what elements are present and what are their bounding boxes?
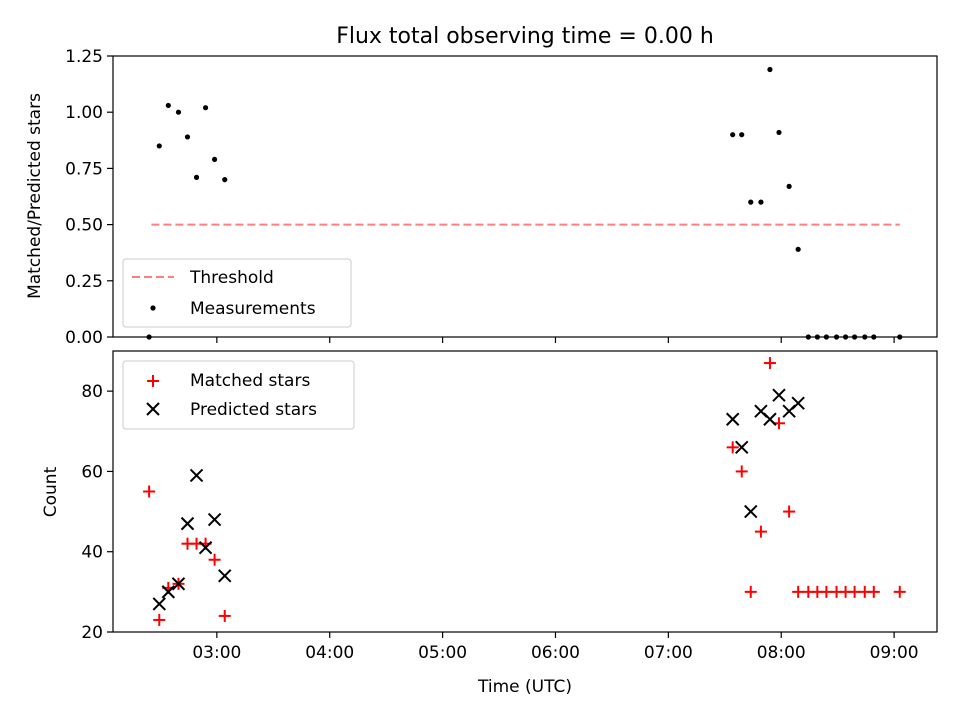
predicted-star-point — [161, 585, 176, 599]
top-y-tick-label: 0.25 — [65, 272, 103, 292]
x-tick-label: 06:00 — [531, 643, 580, 663]
bottom-axes-frame — [112, 350, 938, 633]
legend-matched-label: Matched stars — [190, 371, 310, 391]
bottom-x-ticks: 03:00 04:00 05:00 06:00 07:00 08:00 09:00 — [192, 632, 919, 663]
bottom-y-tick-label: 40 — [81, 543, 103, 563]
measurement-point — [211, 156, 218, 163]
top-plot-area — [146, 66, 903, 340]
matched-star-point — [744, 585, 757, 598]
top-y-tick-label: 1.25 — [65, 47, 103, 67]
top-y-ticks: 0.00 0.25 0.50 0.75 1.00 1.25 — [65, 47, 113, 348]
top-panel: 0.00 0.25 0.50 0.75 1.00 1.25 Matched/Predict… — [25, 47, 938, 348]
matched-star-point — [893, 585, 906, 598]
measurement-point — [823, 334, 829, 340]
matched-star-point — [820, 585, 833, 598]
x-tick-label: 05:00 — [418, 643, 467, 663]
top-legend-frame — [122, 258, 352, 328]
legend-predicted-label: Predicted stars — [190, 400, 317, 420]
measurement-point — [175, 109, 182, 115]
bottom-y-tick-label: 20 — [81, 623, 103, 643]
top-axes-frame — [112, 55, 938, 338]
matched-star-point — [792, 585, 805, 598]
predicted-star-point — [791, 396, 805, 410]
measurement-point — [739, 132, 745, 138]
top-y-tick-label: 0.75 — [65, 159, 103, 179]
predicted-star-point — [735, 440, 749, 455]
predicted-star-point — [189, 468, 204, 483]
measurement-point — [897, 334, 903, 340]
x-tick-label: 07:00 — [644, 643, 693, 663]
matched-star-point — [754, 525, 767, 538]
x-axis-label: Time (UTC) — [477, 677, 572, 697]
top-y-tick-label: 0.50 — [65, 216, 103, 236]
matched-star-point — [218, 609, 231, 622]
legend-predicted-swatch — [146, 402, 160, 416]
x-tick-label: 03:00 — [192, 643, 241, 663]
measurement-point — [805, 334, 811, 340]
measurement-point — [833, 334, 840, 340]
measurement-point — [165, 102, 171, 109]
measurement-point — [814, 334, 820, 340]
bottom-y-axis-label: Count — [41, 466, 61, 517]
measurement-point — [758, 199, 764, 205]
x-tick-label: 08:00 — [757, 643, 806, 663]
bottom-legend: Matched stars Predicted stars — [122, 360, 355, 430]
top-y-tick-label: 0.00 — [65, 328, 103, 348]
measurement-point — [862, 334, 868, 340]
measurement-point — [748, 199, 754, 205]
measurement-point — [776, 129, 782, 136]
top-legend: Threshold Measurements — [122, 258, 352, 328]
measurement-point — [767, 66, 773, 73]
legend-measurements-label: Measurements — [190, 299, 316, 319]
measurement-point — [146, 334, 152, 340]
measurement-point — [786, 183, 792, 189]
legend-measurements-swatch — [150, 305, 156, 311]
predicted-star-point — [152, 597, 166, 611]
measurement-point — [852, 334, 858, 340]
matched-star-point — [153, 613, 166, 626]
x-tick-label: 04:00 — [305, 643, 354, 663]
matched-star-point — [848, 585, 861, 598]
top-y-axis-label: Matched/Predicted stars — [25, 93, 45, 299]
predicted-star-point — [207, 512, 222, 527]
measurement-point — [184, 134, 191, 140]
x-tick-label: 09:00 — [870, 643, 919, 663]
matched-star-point — [143, 485, 156, 498]
top-x-ticks — [216, 337, 895, 343]
matched-star-point — [763, 357, 776, 370]
bottom-legend-frame — [122, 360, 355, 430]
predicted-star-point — [725, 412, 740, 426]
measurement-point — [156, 143, 162, 149]
matched-star-point — [867, 585, 880, 598]
predicted-star-point — [198, 540, 213, 555]
predicted-star-point — [218, 569, 232, 583]
bottom-y-ticks: 20 40 60 80 — [81, 382, 113, 643]
matched-star-point — [726, 441, 739, 454]
predicted-star-point — [772, 388, 786, 402]
matched-star-point — [208, 553, 221, 566]
measurement-point — [795, 246, 801, 252]
bottom-y-tick-label: 60 — [81, 462, 103, 482]
measurement-point — [202, 105, 209, 111]
predicted-star-point — [744, 504, 758, 519]
predicted-star-point — [171, 577, 186, 591]
measurement-point — [730, 132, 736, 138]
measurement-point — [222, 177, 228, 183]
figure-title: Flux total observing time = 0.00 h — [336, 24, 714, 49]
legend-matched-swatch — [147, 375, 159, 387]
top-y-tick-label: 1.00 — [65, 103, 103, 123]
matched-star-point — [783, 505, 796, 518]
matched-star-point — [735, 465, 748, 478]
measurement-point — [871, 334, 877, 340]
bottom-y-tick-label: 80 — [81, 382, 103, 402]
bottom-plot-area — [143, 357, 906, 626]
measurement-point — [842, 334, 849, 340]
legend-threshold-label: Threshold — [189, 268, 274, 288]
predicted-star-point — [763, 412, 777, 426]
predicted-star-point — [180, 516, 195, 531]
measurement-point — [193, 174, 200, 180]
